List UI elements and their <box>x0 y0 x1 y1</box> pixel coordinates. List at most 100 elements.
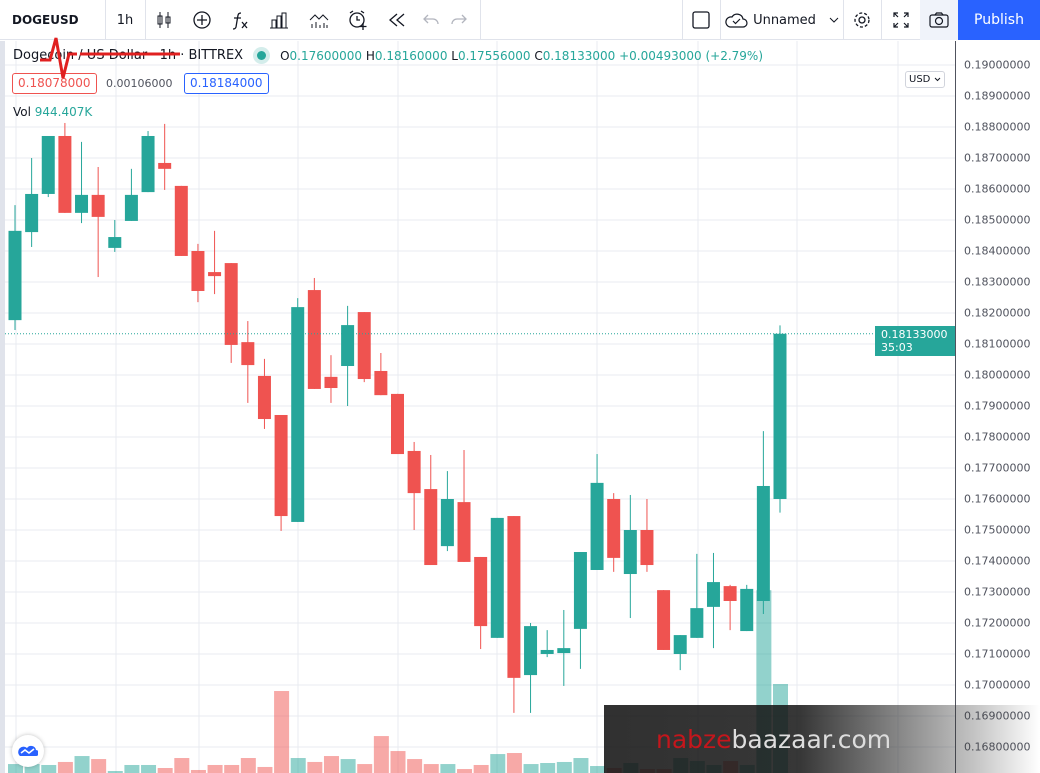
volume-bar <box>573 758 589 773</box>
volume-bar <box>440 764 456 773</box>
redo-icon[interactable] <box>445 0 473 40</box>
candle-down <box>640 530 654 566</box>
volume-bar <box>523 764 539 773</box>
high-value: 0.18160000 <box>374 48 448 63</box>
candle-down <box>257 375 271 420</box>
volume-bar <box>257 766 273 773</box>
price-tick: 0.17900000 <box>964 399 1031 413</box>
candle-down <box>91 194 105 217</box>
volume-bar <box>590 766 606 773</box>
undo-icon[interactable] <box>417 0 445 40</box>
volume-bar <box>174 758 190 773</box>
price-tick: 0.17700000 <box>964 461 1031 475</box>
candle-up <box>341 325 355 367</box>
candle-up <box>524 626 538 676</box>
indicators-icon[interactable] <box>299 0 339 40</box>
volume-bar <box>240 758 256 773</box>
volume-bar <box>274 691 290 773</box>
volume-bar <box>157 768 173 773</box>
interval-button[interactable]: 1h <box>116 12 134 28</box>
ohlc-values: O0.17600000 H0.18160000 L0.17556000 C0.1… <box>280 48 764 63</box>
volume-bar <box>357 764 373 773</box>
settings-icon[interactable] <box>843 0 881 40</box>
divider <box>145 0 146 40</box>
candle-up <box>141 135 155 193</box>
candle-up <box>557 648 571 654</box>
camera-icon[interactable] <box>920 0 958 40</box>
bar-chart-icon[interactable] <box>259 0 299 40</box>
square-icon[interactable] <box>682 0 720 40</box>
price-chart[interactable] <box>0 41 955 773</box>
volume-bar <box>207 764 223 773</box>
candle-up <box>124 194 138 221</box>
watermark-part2: baazaar.com <box>731 724 892 754</box>
chart-brand-button[interactable] <box>12 735 44 767</box>
last-price: 0.18133000 <box>881 327 948 341</box>
volume-bar <box>506 753 522 773</box>
price-tick: 0.19000000 <box>964 58 1031 72</box>
volume-bar <box>457 769 473 773</box>
candle-down <box>274 414 288 517</box>
volume-bar <box>407 759 423 773</box>
candle-down <box>174 185 188 256</box>
volume-bar <box>91 759 107 773</box>
candle-down <box>723 586 737 601</box>
layout-menu-button[interactable]: Unnamed <box>720 0 843 40</box>
ask-price[interactable]: 0.18184000 <box>184 73 269 94</box>
price-tick: 0.18900000 <box>964 89 1031 103</box>
price-tick: 0.17200000 <box>964 616 1031 630</box>
fullscreen-icon[interactable] <box>881 0 920 40</box>
divider <box>105 0 106 40</box>
volume-bar <box>323 756 339 773</box>
currency-selector[interactable]: USD <box>905 71 945 88</box>
symbol-search-button[interactable]: DOGEUSD <box>12 13 79 27</box>
volume-bar <box>107 771 123 773</box>
candle-up <box>590 482 604 570</box>
candle-down <box>657 590 671 650</box>
price-tick: 0.18500000 <box>964 213 1031 227</box>
volume-bar <box>41 764 57 773</box>
tradingview-cloud-icon <box>18 745 38 756</box>
bid-price[interactable]: 0.18078000 <box>12 73 97 94</box>
candle-up <box>573 552 587 629</box>
alarm-icon[interactable] <box>339 0 377 40</box>
volume-bar <box>224 764 240 773</box>
candle-down <box>324 376 338 389</box>
fx-icon[interactable] <box>221 0 259 40</box>
candles-icon[interactable] <box>145 0 183 40</box>
chevron-down-icon <box>829 17 839 23</box>
price-tick: 0.18600000 <box>964 182 1031 196</box>
replay-icon[interactable] <box>377 0 417 40</box>
volume-bar <box>124 764 140 773</box>
top-toolbar: DOGEUSD 1h Unnamed Publish <box>0 0 1040 40</box>
plus-circle-icon[interactable] <box>183 0 221 40</box>
candle-down <box>457 502 471 562</box>
price-tick: 0.17400000 <box>964 554 1031 568</box>
price-tick: 0.18100000 <box>964 337 1031 351</box>
publish-button[interactable]: Publish <box>958 0 1040 40</box>
change-value: +0.00493000 (+2.79%) <box>619 48 764 63</box>
chevron-down-icon <box>934 77 940 82</box>
volume-value: 944.407K <box>34 105 93 119</box>
candle-up <box>623 530 637 575</box>
volume-bar <box>390 751 406 773</box>
spread-value: 0.00106000 <box>106 77 173 90</box>
low-value: 0.17556000 <box>457 48 531 63</box>
candle-down <box>424 489 438 566</box>
candle-down <box>58 135 72 213</box>
candle-down <box>224 263 238 345</box>
candle-up <box>440 499 454 547</box>
price-tick: 0.17000000 <box>964 678 1031 692</box>
volume-bar <box>307 761 323 773</box>
close-value: 0.18133000 <box>542 48 616 63</box>
volume-bar <box>373 736 389 773</box>
volume-bar <box>190 769 206 773</box>
volume-bar <box>24 764 40 773</box>
left-edge <box>0 41 5 773</box>
price-tick: 0.17100000 <box>964 647 1031 661</box>
candle-up <box>108 237 122 248</box>
volume-bar <box>141 764 157 773</box>
price-axis[interactable]: 0.19000000 0.18900000 0.18800000 0.18700000… <box>955 41 1040 773</box>
volume-bar <box>290 758 306 773</box>
candle-up <box>75 194 89 213</box>
